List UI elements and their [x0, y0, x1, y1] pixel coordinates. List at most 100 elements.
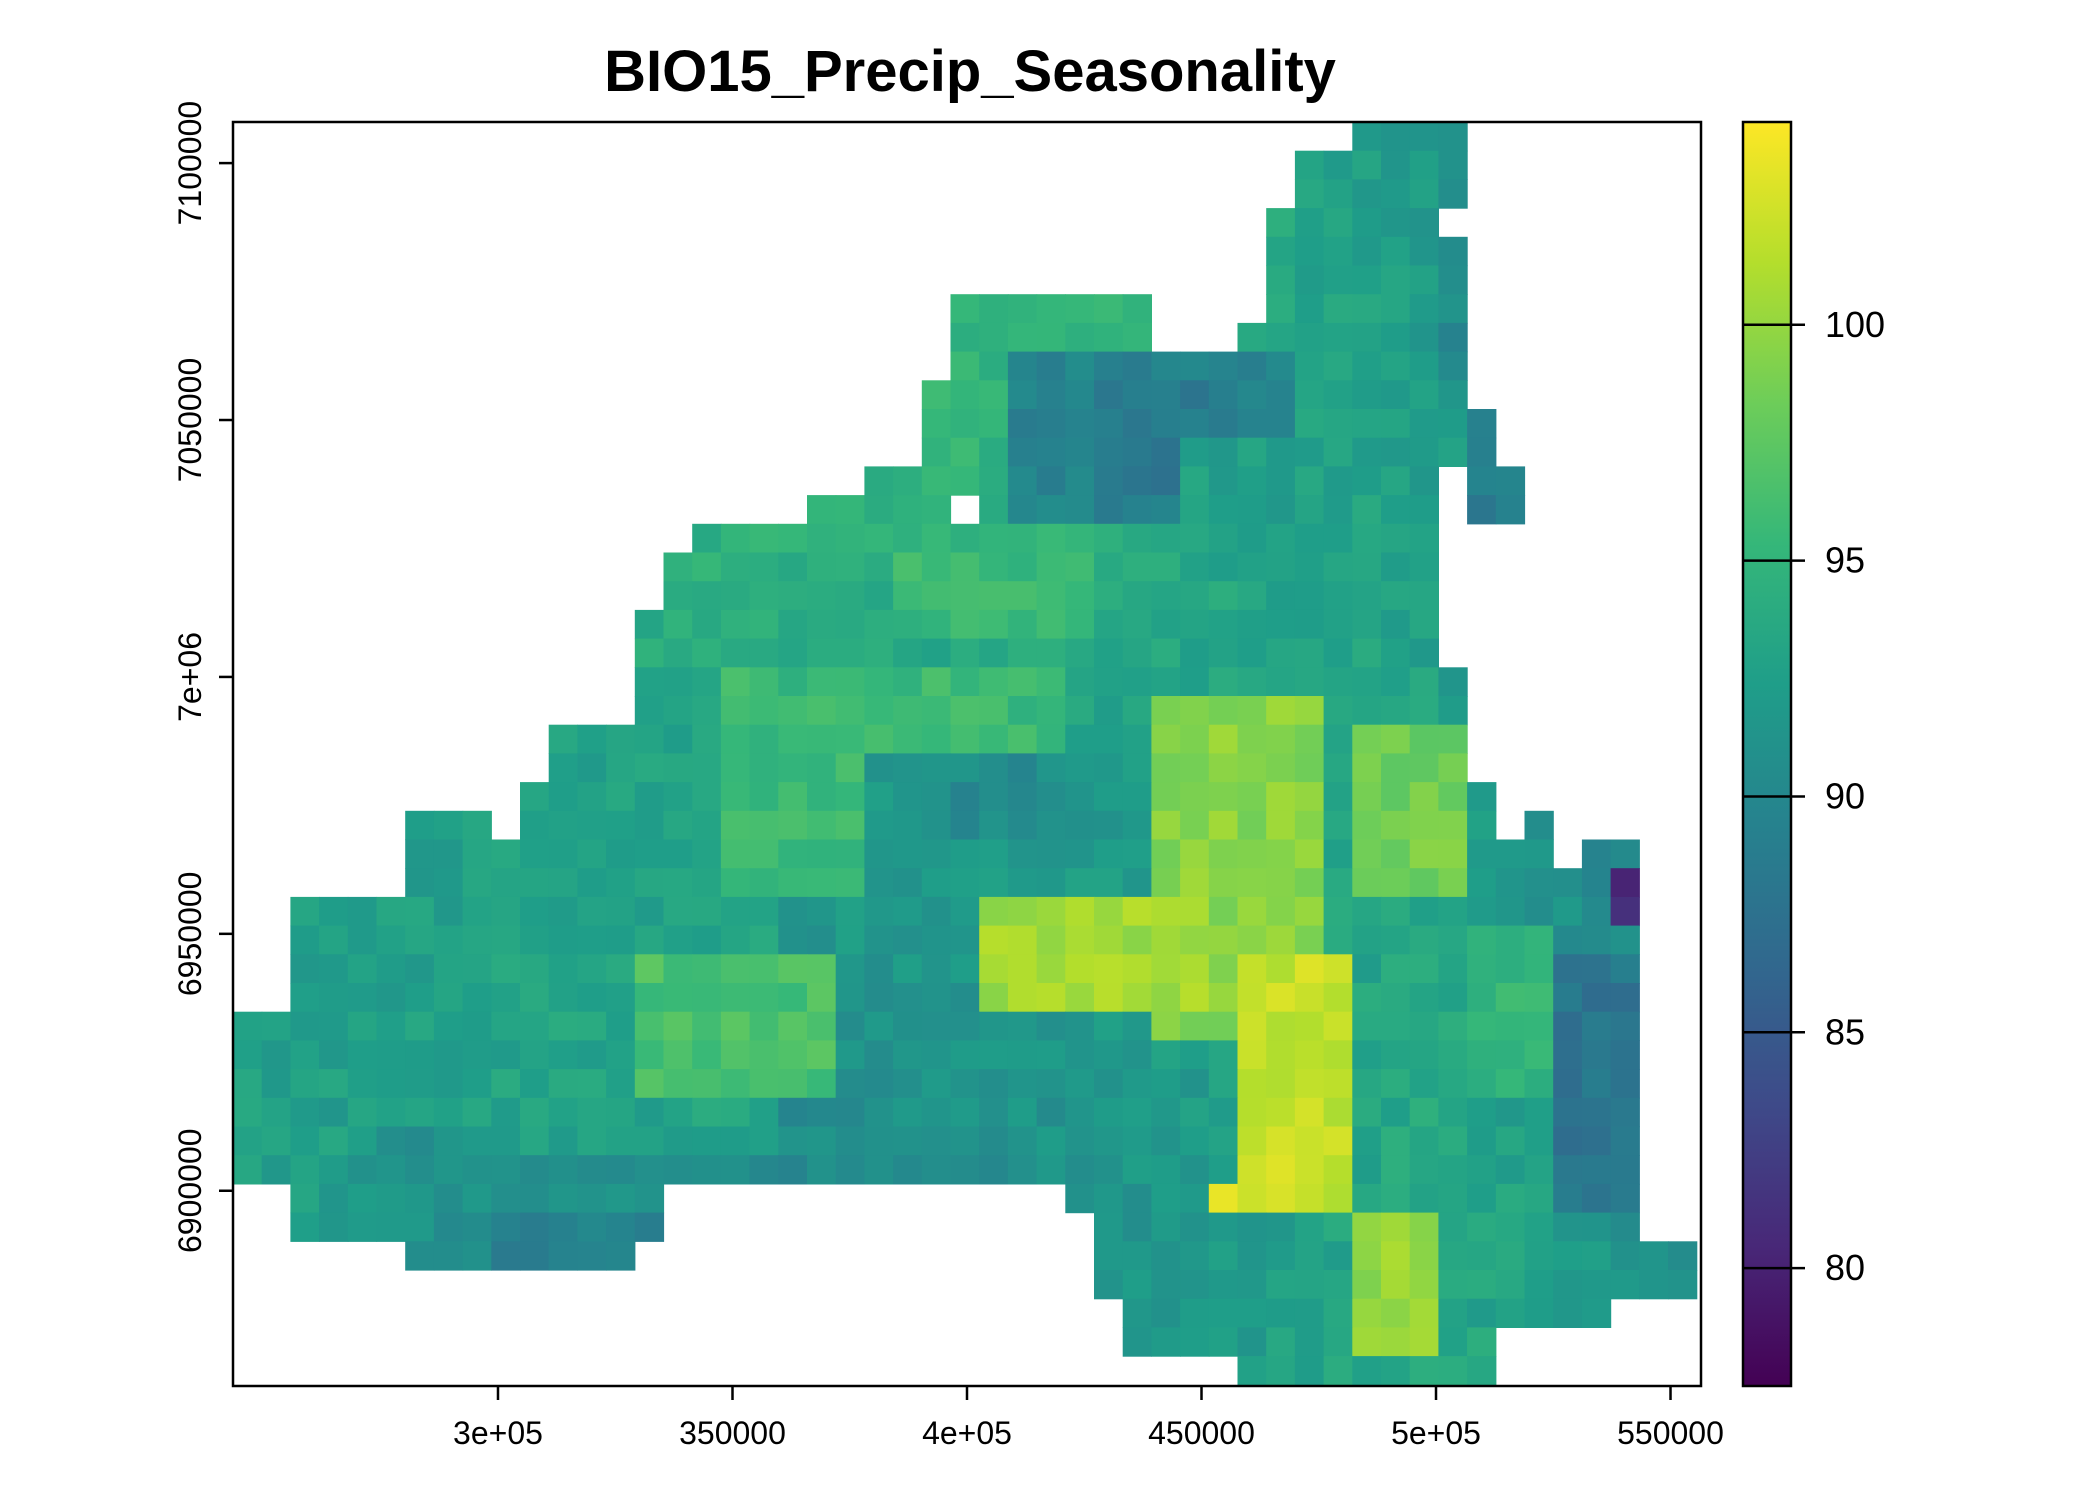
raster-cell — [950, 983, 980, 1013]
raster-cell — [893, 667, 923, 697]
raster-cell — [1208, 1069, 1239, 1099]
raster-cell — [1467, 437, 1497, 467]
raster-cell — [491, 1069, 521, 1099]
raster-cell — [548, 954, 578, 984]
raster-cell — [864, 724, 894, 754]
raster-cell — [1381, 265, 1411, 295]
raster-cell — [1294, 925, 1325, 955]
raster-cell — [835, 810, 865, 841]
raster-cell — [893, 609, 923, 640]
raster-cell — [433, 810, 464, 841]
raster-cell — [462, 1155, 492, 1185]
raster-cell — [1352, 1298, 1382, 1328]
raster-cell — [1352, 294, 1382, 324]
raster-cell — [1122, 294, 1152, 324]
raster-cell — [807, 1069, 837, 1099]
raster-cell — [1381, 1126, 1411, 1156]
raster-cell — [835, 782, 865, 812]
raster-cell — [376, 983, 406, 1013]
raster-cell — [950, 753, 980, 783]
raster-cell — [1352, 954, 1382, 984]
raster-cell — [1266, 810, 1296, 841]
raster-cell — [1122, 1011, 1152, 1041]
raster-cell — [1007, 495, 1038, 525]
raster-cell — [634, 1040, 665, 1070]
raster-cell — [1381, 1040, 1411, 1070]
raster-cell — [720, 1069, 751, 1099]
raster-cell — [835, 983, 865, 1013]
colorbar-tick-label: 95 — [1825, 540, 1865, 581]
raster-cell — [1208, 839, 1239, 869]
raster-cell — [950, 782, 980, 812]
raster-cell — [1294, 581, 1325, 611]
raster-cell — [1409, 1356, 1439, 1386]
raster-cell — [1467, 1040, 1497, 1070]
raster-cell — [347, 1212, 378, 1242]
raster-cell — [233, 1097, 263, 1128]
raster-cell — [1294, 954, 1325, 984]
raster-cell — [1581, 839, 1612, 869]
raster-cell — [577, 896, 607, 927]
raster-cell — [1581, 1212, 1612, 1242]
raster-cell — [1007, 322, 1038, 353]
raster-cell — [720, 638, 751, 668]
raster-cell — [577, 782, 607, 812]
raster-cell — [663, 896, 693, 927]
raster-cell — [979, 896, 1009, 927]
raster-cell — [520, 1212, 550, 1242]
raster-cell — [1524, 1069, 1554, 1099]
raster-cell — [520, 983, 550, 1013]
raster-cell — [1438, 1270, 1468, 1300]
raster-cell — [692, 724, 722, 754]
raster-cell — [1409, 1212, 1439, 1242]
raster-cell — [1467, 1011, 1497, 1041]
raster-cell — [749, 896, 779, 927]
raster-cell — [1610, 1069, 1640, 1099]
raster-cell — [950, 1040, 980, 1070]
raster-cell — [807, 495, 837, 525]
raster-cell — [778, 523, 808, 554]
raster-cell — [950, 351, 980, 381]
raster-cell — [1352, 1097, 1382, 1128]
raster-cell — [1237, 466, 1267, 496]
raster-cell — [778, 810, 808, 841]
raster-cell — [1581, 1069, 1612, 1099]
raster-cell — [1122, 1097, 1152, 1128]
raster-cell — [1323, 1270, 1353, 1300]
raster-cell — [1208, 609, 1239, 640]
raster-cell — [663, 954, 693, 984]
raster-cell — [1381, 1241, 1411, 1271]
raster-cell — [1438, 409, 1468, 439]
raster-cell — [1495, 954, 1526, 984]
raster-cell — [1581, 1155, 1612, 1185]
raster-cell — [1409, 380, 1439, 410]
raster-cell — [634, 1011, 665, 1041]
raster-cell — [778, 753, 808, 783]
raster-cell — [606, 839, 636, 869]
raster-cell — [1180, 954, 1210, 984]
raster-cell — [1065, 782, 1095, 812]
raster-cell — [835, 896, 865, 927]
raster-cell — [1438, 1155, 1468, 1185]
raster-cell — [1007, 667, 1038, 697]
raster-cell — [893, 782, 923, 812]
raster-cell — [520, 868, 550, 898]
raster-cell — [1323, 552, 1353, 582]
raster-cell — [1438, 983, 1468, 1013]
raster-cell — [778, 1011, 808, 1041]
raster-cell — [1007, 409, 1038, 439]
raster-cell — [950, 294, 980, 324]
raster-cell — [1553, 1298, 1583, 1328]
y-tick-label: 7100000 — [172, 101, 208, 226]
raster-cell — [1065, 523, 1095, 554]
raster-cell — [692, 696, 722, 726]
raster-cell — [864, 782, 894, 812]
raster-cell — [1495, 1126, 1526, 1156]
raster-cell — [1553, 925, 1583, 955]
raster-cell — [1151, 983, 1181, 1013]
raster-cell — [864, 896, 894, 927]
raster-cell — [864, 954, 894, 984]
raster-cell — [1381, 1011, 1411, 1041]
raster-cell — [749, 954, 779, 984]
raster-cell — [1094, 495, 1124, 525]
